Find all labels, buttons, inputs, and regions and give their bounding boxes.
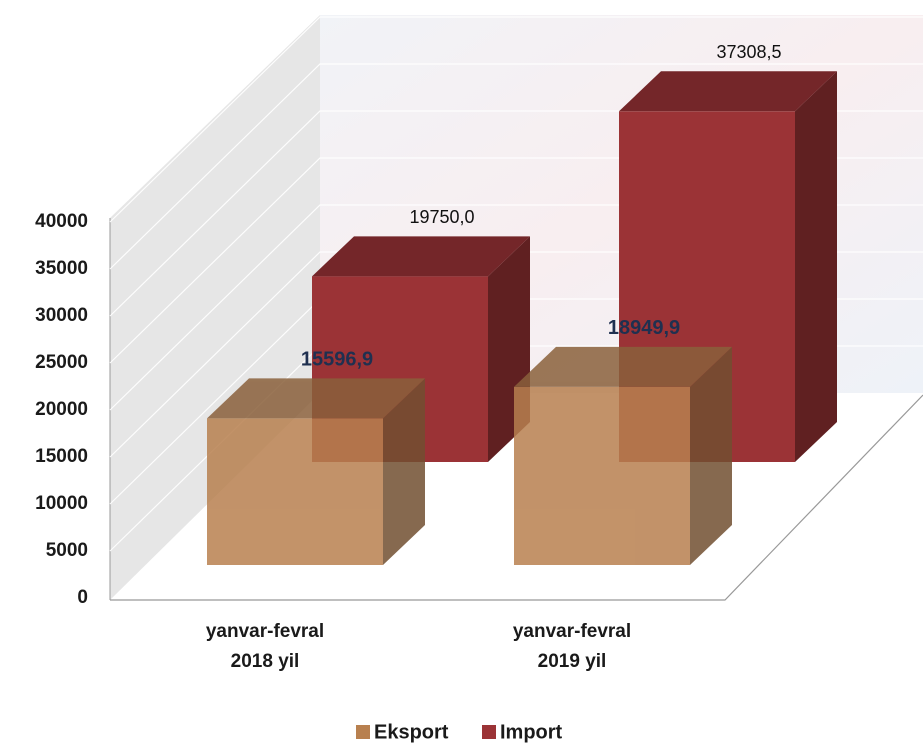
bar bbox=[207, 378, 425, 565]
data-label: 19750,0 bbox=[409, 207, 474, 227]
x-tick-label: yanvar-fevral 2018 yil bbox=[205, 621, 325, 672]
bar-side bbox=[795, 71, 837, 462]
bar-top bbox=[312, 236, 530, 277]
y-tick-label: 5000 bbox=[46, 540, 88, 561]
x-tick-label: yanvar-fevral 2019 yil bbox=[512, 621, 632, 672]
legend-swatch bbox=[482, 725, 496, 739]
y-tick-label: 10000 bbox=[35, 493, 88, 514]
bar-front bbox=[207, 418, 383, 565]
y-tick-label: 25000 bbox=[35, 352, 88, 373]
bar-top bbox=[619, 71, 837, 112]
y-tick-label: 35000 bbox=[35, 258, 88, 279]
grid-line bbox=[109, 16, 923, 223]
y-tick-label: 15000 bbox=[35, 446, 88, 467]
bar-front bbox=[514, 386, 690, 565]
data-label: 15596,9 bbox=[301, 349, 373, 371]
grid-line bbox=[109, 63, 923, 270]
y-tick-label: 0 bbox=[77, 587, 88, 608]
y-tick-label: 30000 bbox=[35, 305, 88, 326]
bar-side bbox=[690, 346, 732, 565]
bar bbox=[514, 346, 732, 565]
legend-label: Import bbox=[500, 721, 563, 743]
data-label: 37308,5 bbox=[716, 42, 781, 62]
y-tick-label: 20000 bbox=[35, 399, 88, 420]
legend-label: Eksport bbox=[374, 721, 449, 743]
bar-top bbox=[514, 346, 732, 387]
data-label: 18949,9 bbox=[608, 317, 680, 339]
y-tick-label: 40000 bbox=[35, 211, 88, 232]
bar-top bbox=[207, 378, 425, 419]
floor-edge bbox=[110, 394, 923, 601]
bar-side bbox=[383, 378, 425, 565]
legend-swatch bbox=[356, 725, 370, 739]
